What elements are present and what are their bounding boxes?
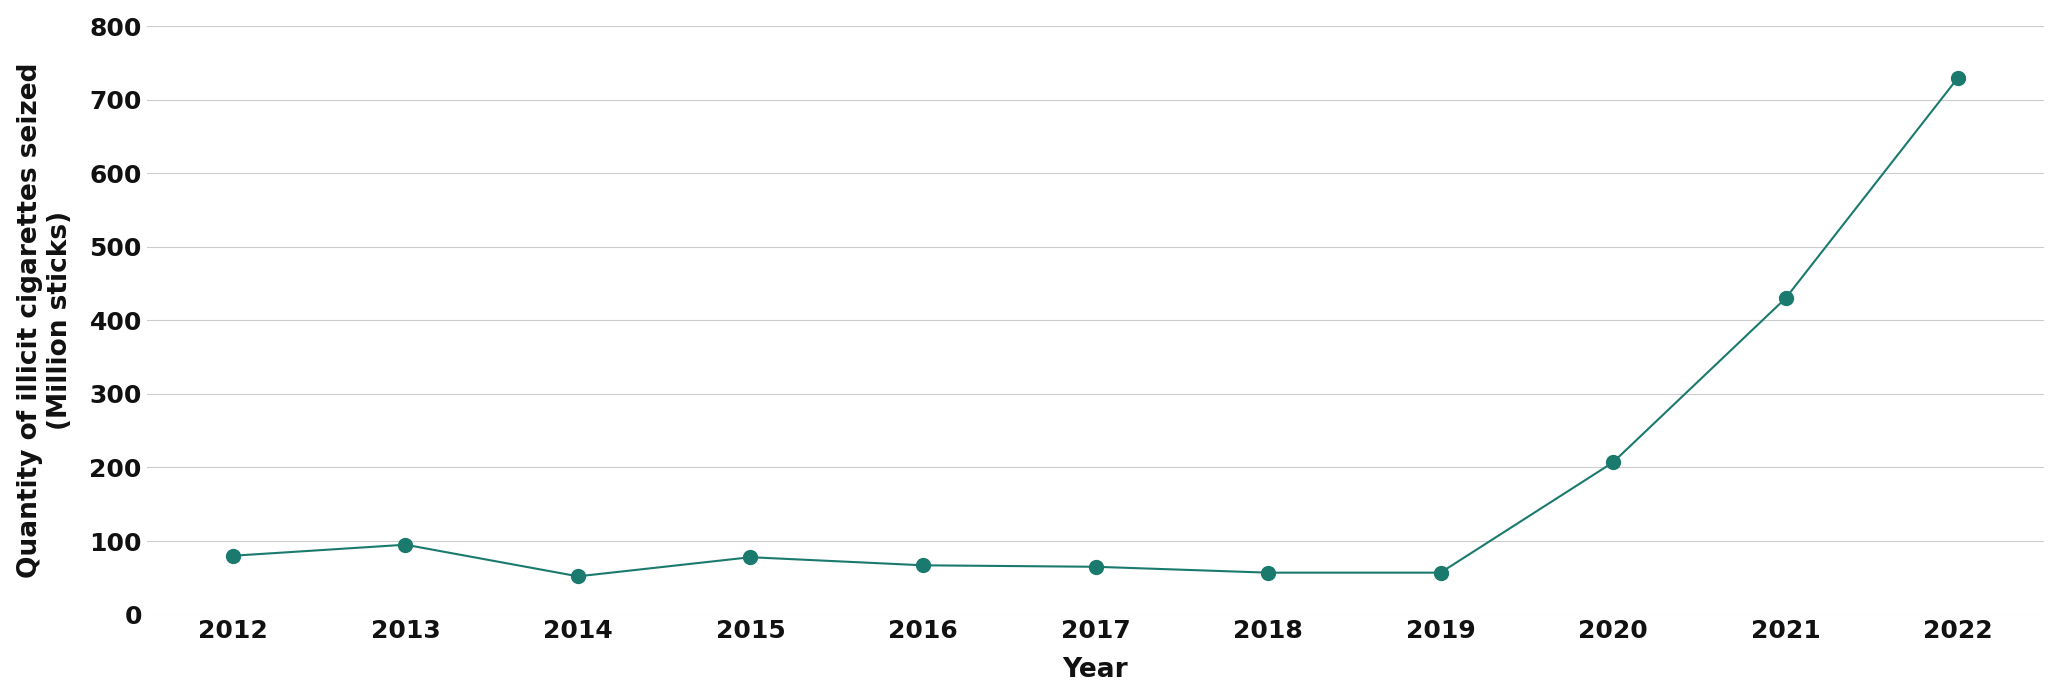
Y-axis label: Quantity of illicit cigarettes seized
(Million sticks): Quantity of illicit cigarettes seized (M…	[16, 62, 72, 578]
X-axis label: Year: Year	[1063, 657, 1127, 683]
